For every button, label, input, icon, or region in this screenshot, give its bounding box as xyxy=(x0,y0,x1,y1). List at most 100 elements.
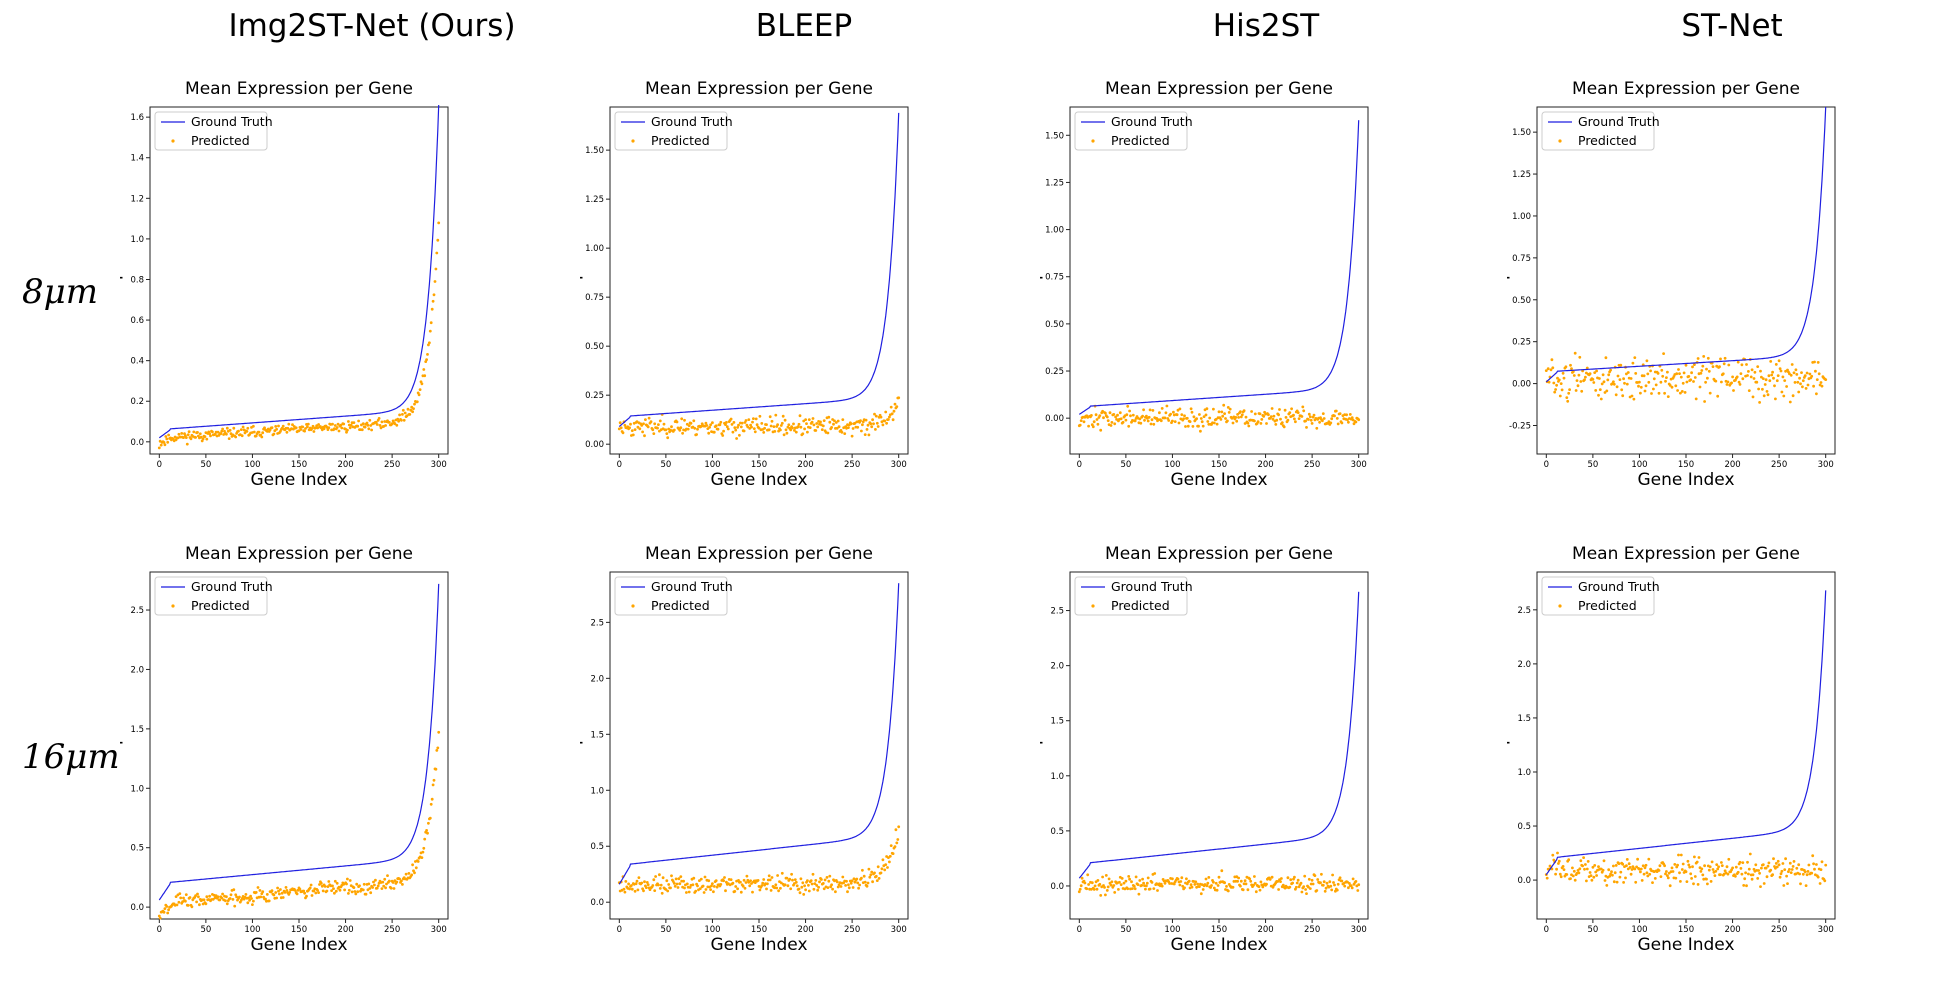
predicted-point xyxy=(1328,880,1332,884)
predicted-point xyxy=(1333,883,1336,887)
predicted-point xyxy=(766,882,769,886)
predicted-point xyxy=(422,846,426,850)
predicted-point xyxy=(1223,412,1226,415)
predicted-point xyxy=(692,876,696,880)
predicted-point xyxy=(1321,883,1325,887)
x-tick-label: 0 xyxy=(1544,925,1549,935)
predicted-point xyxy=(1694,397,1698,401)
predicted-point xyxy=(1774,397,1777,401)
predicted-point xyxy=(1661,374,1665,378)
predicted-point xyxy=(730,423,734,426)
predicted-point xyxy=(1710,860,1714,864)
predicted-point xyxy=(1679,375,1683,379)
legend-gt-label: Ground Truth xyxy=(1578,114,1660,129)
predicted-point xyxy=(1706,376,1709,380)
predicted-point xyxy=(157,446,161,450)
predicted-point xyxy=(235,895,238,899)
predicted-point xyxy=(1231,885,1235,889)
predicted-point xyxy=(1106,885,1110,889)
predicted-point xyxy=(1239,415,1243,419)
predicted-point xyxy=(437,221,441,225)
predicted-point xyxy=(753,430,757,434)
predicted-point xyxy=(646,883,650,887)
predicted-point xyxy=(1687,375,1691,378)
predicted-point xyxy=(159,443,163,447)
predicted-point xyxy=(704,421,708,425)
y-axis-label: Mean Expression xyxy=(1507,208,1511,352)
predicted-point xyxy=(229,893,233,897)
predicted-point xyxy=(434,267,438,271)
predicted-point xyxy=(374,878,377,882)
predicted-point xyxy=(1297,417,1301,420)
x-tick-label: 100 xyxy=(704,925,720,935)
x-tick-label: 300 xyxy=(1818,460,1834,470)
predicted-point xyxy=(431,299,435,303)
predicted-point xyxy=(1180,413,1184,416)
predicted-point xyxy=(1191,425,1195,428)
x-tick-label: 150 xyxy=(751,460,767,470)
predicted-point xyxy=(888,860,891,864)
predicted-point xyxy=(1104,874,1108,877)
predicted-point xyxy=(1220,410,1224,414)
predicted-point xyxy=(335,426,339,429)
predicted-point xyxy=(1257,885,1261,888)
column-header-stnet: ST-Net xyxy=(1681,8,1783,44)
predicted-point xyxy=(1685,380,1689,384)
predicted-point xyxy=(808,426,812,429)
predicted-point xyxy=(1706,356,1710,360)
predicted-point xyxy=(1108,411,1112,415)
predicted-point xyxy=(1625,382,1629,386)
x-tick-label: 200 xyxy=(1724,925,1740,935)
predicted-point xyxy=(1635,865,1638,869)
predicted-point xyxy=(1236,879,1239,883)
predicted-point xyxy=(1720,380,1723,384)
predicted-point xyxy=(827,415,831,419)
predicted-point xyxy=(726,427,730,431)
y-tick-label: 1.5 xyxy=(1050,717,1064,727)
predicted-point xyxy=(825,876,829,879)
x-tick-label: 150 xyxy=(1678,925,1694,935)
predicted-point xyxy=(891,852,895,855)
predicted-point xyxy=(1778,367,1782,370)
predicted-point xyxy=(299,428,303,431)
predicted-point xyxy=(1797,390,1801,394)
predicted-point xyxy=(658,419,662,423)
predicted-point xyxy=(412,407,415,410)
predicted-point xyxy=(264,897,267,901)
predicted-point xyxy=(1221,414,1225,418)
predicted-point xyxy=(1723,356,1727,360)
predicted-point xyxy=(1714,869,1718,873)
predicted-point xyxy=(1604,356,1608,360)
predicted-point xyxy=(1105,889,1109,892)
predicted-point xyxy=(378,424,382,427)
predicted-point xyxy=(1569,877,1572,880)
predicted-point xyxy=(1090,414,1093,417)
predicted-point xyxy=(1804,884,1808,887)
predicted-point xyxy=(1293,417,1296,421)
predicted-point xyxy=(845,879,848,883)
predicted-point xyxy=(1348,413,1352,416)
y-tick-label: 0.5 xyxy=(130,844,144,854)
predicted-point xyxy=(1674,384,1678,388)
predicted-point xyxy=(1189,883,1193,887)
predicted-point xyxy=(1172,882,1176,886)
predicted-point xyxy=(263,426,266,430)
predicted-point xyxy=(1185,877,1188,881)
predicted-point xyxy=(714,879,718,882)
predicted-point xyxy=(1576,384,1580,388)
predicted-point xyxy=(832,422,835,426)
predicted-point xyxy=(333,424,337,427)
predicted-point xyxy=(220,896,224,900)
predicted-point xyxy=(1633,356,1637,359)
x-tick-label: 250 xyxy=(1771,925,1787,935)
predicted-point xyxy=(802,893,806,896)
predicted-point xyxy=(342,882,346,886)
predicted-point xyxy=(288,891,292,894)
predicted-point xyxy=(1679,853,1683,857)
predicted-point xyxy=(1099,894,1103,897)
predicted-point xyxy=(278,892,281,896)
predicted-point xyxy=(345,882,348,886)
